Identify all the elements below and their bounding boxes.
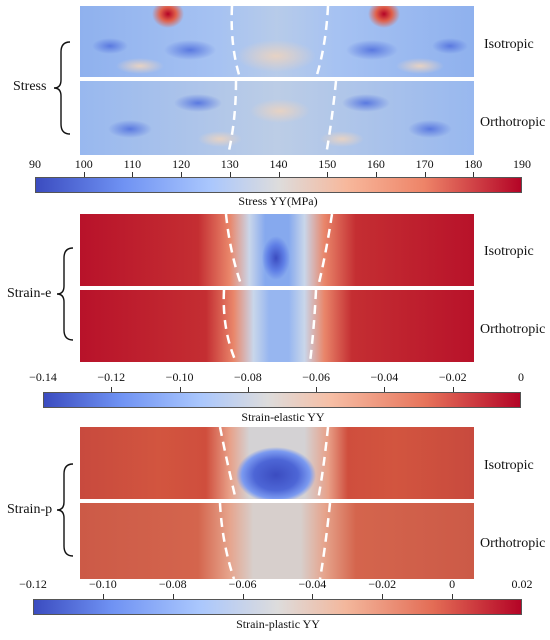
- strain-e-colorbar-tick-mark: [316, 387, 318, 392]
- strain-p-isotropic-label: Isotropic: [484, 458, 534, 473]
- stress-colorbar-tick-label: 110: [123, 157, 142, 171]
- strain-p-colorbar-tick-mark: [242, 594, 244, 599]
- stress-colorbar-tick-mark: [83, 172, 85, 177]
- stress-colorbar-tick-label: 190: [513, 157, 531, 171]
- strain-e-colorbar-tick-mark: [111, 387, 113, 392]
- strain-e-colorbar-tick-mark: [247, 387, 249, 392]
- stress-colorbar-tick-mark: [424, 172, 426, 177]
- stress-colorbar-tick-mark: [375, 172, 377, 177]
- strain-e-colorbar-tick-label: −0.08: [233, 370, 262, 384]
- stress-colorbar-tick-label: 170: [415, 157, 434, 171]
- stress-colorbar-tick-label: 150: [318, 157, 337, 171]
- strain-e-colorbar-tick-label: −0.04: [370, 370, 399, 384]
- strain-p-colorbar-tick-label: 0.02: [511, 577, 533, 591]
- stress-colorbar-tick-label: 130: [220, 157, 239, 171]
- stress-colorbar-tick-mark: [229, 172, 231, 177]
- strain-e-colorbar-tick-label: −0.14: [29, 370, 57, 384]
- strain-e-colorbar-tick-mark: [179, 387, 181, 392]
- strain-p-quantity-label: Strain-p: [7, 502, 53, 517]
- stress-orthotropic-field: [80, 81, 474, 155]
- strain-e-colorbar-tick-label: −0.06: [302, 370, 331, 384]
- strain-p-colorbar-tick-mark: [312, 594, 314, 599]
- strain-p-colorbar-tick-label: −0.02: [368, 577, 397, 591]
- strain-p-colorbar-tick-mark: [382, 594, 384, 599]
- strain-e-isotropic-field: [80, 214, 474, 287]
- strain-p-colorbar-tick-mark: [102, 594, 104, 599]
- stress-separator: [80, 77, 474, 81]
- strain-p-colorbar-tick-label: −0.08: [158, 577, 187, 591]
- stress-colorbar-tick-mark: [181, 172, 183, 177]
- stress-colorbar-tick-label: 100: [74, 157, 93, 171]
- strain-p-colorbar-tick-mark: [452, 594, 454, 599]
- strain-p-separator: [80, 499, 474, 503]
- stress-colorbar-tick-mark: [327, 172, 329, 177]
- strain-e-orthotropic-field: [80, 290, 474, 362]
- strain-p-colorbar: [33, 599, 522, 615]
- stress-colorbar-tick-mark: [473, 172, 475, 177]
- strain-e-isotropic-label: Isotropic: [484, 244, 534, 259]
- stress-colorbar-title: Stress YY(MPa): [238, 194, 318, 208]
- strain-e-colorbar-tick-label: −0.12: [97, 370, 126, 384]
- stress-isotropic-label: Isotropic: [484, 37, 534, 52]
- strain-e-orthotropic-label: Orthotropic: [480, 322, 546, 337]
- strain-p-isotropic-field: [80, 427, 474, 500]
- stress-colorbar-tick-label: 140: [269, 157, 288, 171]
- stress-orthotropic-label: Orthotropic: [480, 115, 546, 130]
- stress-colorbar: [35, 177, 522, 193]
- strain-p-colorbar-title: Strain-plastic YY: [236, 617, 320, 631]
- strain-p-colorbar-tick-label: −0.04: [298, 577, 327, 591]
- stress-brace: [53, 41, 71, 135]
- strain-p-brace: [56, 463, 74, 557]
- strain-e-colorbar-tick-label: −0.02: [438, 370, 467, 384]
- strain-e-colorbar: [43, 392, 521, 408]
- strain-e-colorbar-tick-label: −0.10: [165, 370, 194, 384]
- strain-p-orthotropic-label: Orthotropic: [480, 536, 546, 551]
- strain-p-colorbar-tick-label: −0.12: [19, 577, 47, 591]
- stress-colorbar-tick-label: 120: [172, 157, 191, 171]
- strain-p-colorbar-tick-label: −0.10: [88, 577, 117, 591]
- strain-p-orthotropic-field: [80, 503, 474, 579]
- strain-e-brace: [56, 247, 74, 341]
- strain-p-colorbar-tick-label: −0.06: [228, 577, 257, 591]
- strain-e-separator: [80, 286, 474, 290]
- stress-colorbar-tick-mark: [132, 172, 134, 177]
- stress-isotropic-field: [80, 6, 474, 78]
- strain-e-colorbar-tick-mark: [384, 387, 386, 392]
- strain-p-colorbar-tick-mark: [172, 594, 174, 599]
- strain-e-colorbar-tick-label: 0: [518, 370, 524, 384]
- stress-colorbar-tick-label: 90: [29, 157, 41, 171]
- stress-colorbar-tick-label: 160: [366, 157, 385, 171]
- strain-e-quantity-label: Strain-e: [7, 286, 52, 301]
- strain-e-colorbar-tick-mark: [452, 387, 454, 392]
- strain-e-colorbar-title: Strain-elastic YY: [241, 410, 325, 424]
- stress-quantity-label: Stress: [13, 79, 47, 94]
- stress-colorbar-tick-label: 180: [464, 157, 483, 171]
- stress-colorbar-tick-mark: [278, 172, 280, 177]
- strain-p-colorbar-tick-label: 0: [449, 577, 456, 591]
